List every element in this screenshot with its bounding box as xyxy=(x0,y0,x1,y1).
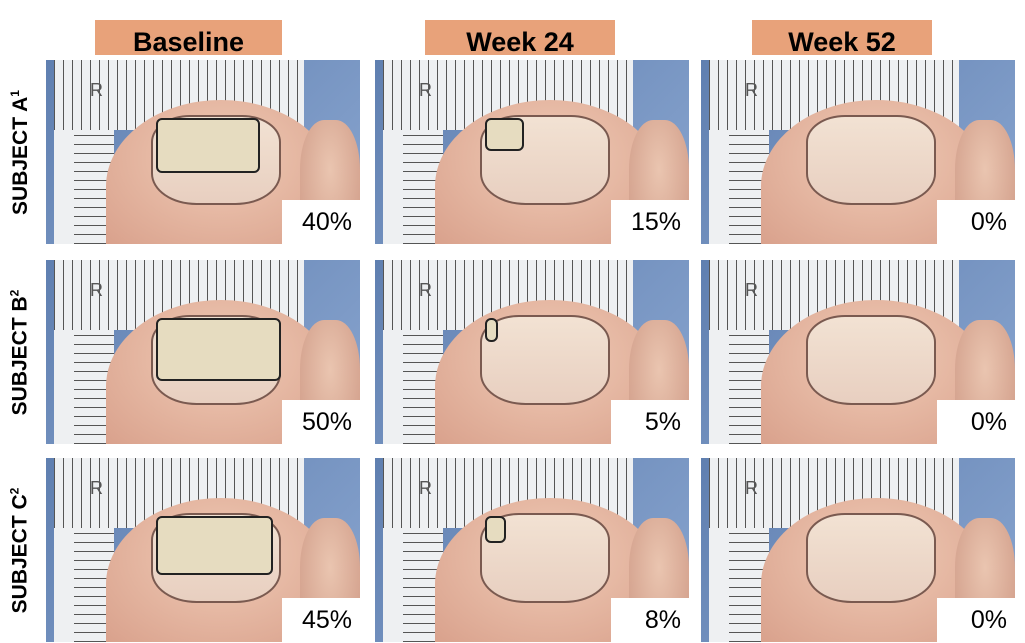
ruler-mark: R xyxy=(90,80,103,100)
row-label-superscript: 2 xyxy=(7,487,22,494)
lesion-percentage: 45% xyxy=(282,598,360,642)
nail xyxy=(806,513,936,603)
lesion-outline xyxy=(485,118,524,151)
lesion-percentage: 40% xyxy=(282,200,360,244)
toenail-photo: R 0% xyxy=(701,260,1015,444)
row-label-text: SUBJECT B xyxy=(8,295,32,415)
nail xyxy=(806,115,936,205)
row-label: SUBJECT C2 xyxy=(0,458,40,642)
lesion-outline xyxy=(485,516,506,543)
row-label-superscript: 2 xyxy=(7,289,22,296)
column-header-week-24: Week 24 xyxy=(425,20,615,55)
toenail-photo: R 0% xyxy=(701,458,1015,642)
lesion-percentage: 15% xyxy=(611,200,689,244)
toenail-photo: R 0% xyxy=(701,60,1015,244)
row-label-text: SUBJECT C xyxy=(8,493,32,613)
ruler-mark: R xyxy=(745,80,758,100)
lesion-percentage: 8% xyxy=(611,598,689,642)
ruler-mark: R xyxy=(419,478,432,498)
toenail-photo: R 45% xyxy=(46,458,360,642)
lesion-percentage: 0% xyxy=(937,400,1015,444)
row-label: SUBJECT A1 xyxy=(0,60,40,244)
lesion-outline xyxy=(156,516,273,575)
toenail-photo: R 8% xyxy=(375,458,689,642)
ruler-mark: R xyxy=(90,280,103,300)
lesion-percentage: 50% xyxy=(282,400,360,444)
lesion-outline xyxy=(156,118,260,173)
toenail-photo: R 5% xyxy=(375,260,689,444)
row-label-superscript: 1 xyxy=(7,89,22,97)
lesion-outline xyxy=(156,318,281,382)
ruler-mark: R xyxy=(419,80,432,100)
lesion-percentage: 0% xyxy=(937,598,1015,642)
row-label-text: SUBJECT A xyxy=(8,96,32,215)
lesion-outline xyxy=(485,318,498,343)
ruler-mark: R xyxy=(745,280,758,300)
toenail-photo: R 50% xyxy=(46,260,360,444)
nail xyxy=(806,315,936,405)
ruler-mark: R xyxy=(90,478,103,498)
ruler-mark: R xyxy=(419,280,432,300)
toenail-photo: R 40% xyxy=(46,60,360,244)
column-header-baseline: Baseline xyxy=(95,20,282,55)
column-header-week-52: Week 52 xyxy=(752,20,932,55)
toenail-photo: R 15% xyxy=(375,60,689,244)
ruler-mark: R xyxy=(745,478,758,498)
lesion-percentage: 0% xyxy=(937,200,1015,244)
lesion-percentage: 5% xyxy=(611,400,689,444)
nail xyxy=(480,315,610,405)
row-label: SUBJECT B2 xyxy=(0,260,40,444)
